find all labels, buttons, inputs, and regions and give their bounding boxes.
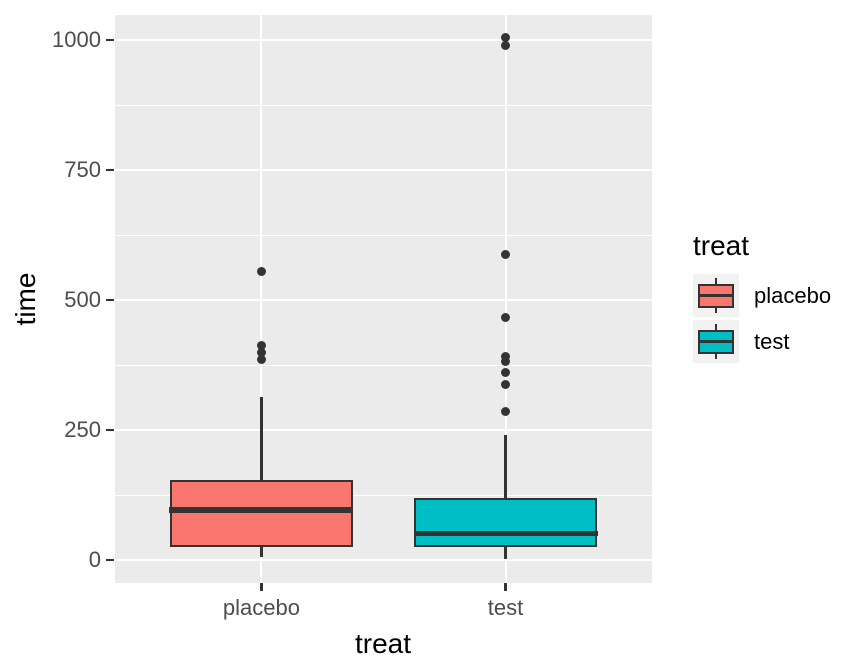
plot-panel [115, 15, 652, 583]
y-tick-label: 1000 [52, 27, 101, 52]
y-tick-mark [106, 168, 114, 172]
gridline-major-y [115, 39, 652, 41]
median-line-test [413, 530, 598, 537]
y-tick-mark [106, 558, 114, 562]
whisker-upper-placebo [260, 397, 263, 482]
median-line-placebo [169, 507, 354, 513]
legend-entries: placebo test [693, 274, 831, 363]
outlier-point-test [501, 33, 511, 43]
x-axis-title: treat [354, 628, 412, 659]
legend-entry-label: test [754, 328, 790, 354]
legend-key-box-icon [698, 329, 734, 354]
gridline-minor-y [115, 494, 652, 496]
legend-key-median-icon [700, 294, 732, 297]
legend-key-median-icon [700, 340, 732, 343]
outlier-point-test [501, 407, 511, 417]
gridline-minor-y [115, 234, 652, 236]
y-tick-label: 0 [88, 547, 101, 572]
legend-key-placebo [693, 274, 739, 317]
y-tick-label: 750 [64, 157, 101, 182]
y-axis-title: time [10, 272, 41, 326]
legend-entry-placebo: placebo [693, 274, 831, 317]
outlier-point-test [501, 357, 511, 367]
whisker-upper-test [504, 435, 507, 501]
outlier-point-placebo [256, 355, 266, 365]
outlier-point-placebo [256, 347, 266, 357]
gridline-major-y [115, 299, 652, 301]
outlier-point-placebo [256, 267, 266, 277]
legend-entry-label: placebo [754, 282, 832, 308]
gridline-major-x [260, 15, 263, 583]
gridline-minor-y [115, 364, 652, 366]
legend: treat placebo test [693, 231, 831, 366]
x-tick-label: test [487, 595, 524, 620]
gridline-major-y [115, 559, 652, 561]
outlier-point-test [501, 312, 511, 322]
x-tick-mark [504, 583, 507, 591]
gridline-major-y [115, 429, 652, 431]
outlier-point-test [501, 40, 511, 50]
outlier-point-test [501, 368, 511, 378]
boxplot-box-test [413, 498, 598, 547]
y-tick-mark [106, 298, 114, 302]
legend-entry-test: test [693, 320, 831, 363]
gridline-minor-y [115, 104, 652, 106]
y-tick-mark [106, 38, 114, 42]
boxplot-box-placebo [169, 479, 354, 547]
legend-title: treat [693, 230, 750, 261]
gridline-major-x [504, 15, 507, 583]
outlier-point-placebo [256, 340, 266, 350]
x-tick-label: placebo [222, 595, 300, 620]
whisker-lower-test [504, 545, 507, 560]
outlier-point-test [501, 249, 511, 259]
y-tick-label: 500 [64, 287, 101, 312]
outlier-point-test [501, 351, 511, 361]
legend-key-test [693, 320, 739, 363]
whisker-lower-placebo [260, 545, 263, 557]
gridline-major-y [115, 169, 652, 171]
x-tick-mark [260, 583, 263, 591]
y-tick-mark [106, 428, 114, 432]
y-tick-label: 250 [64, 417, 101, 442]
outlier-point-test [501, 379, 511, 389]
legend-key-box-icon [698, 283, 734, 308]
